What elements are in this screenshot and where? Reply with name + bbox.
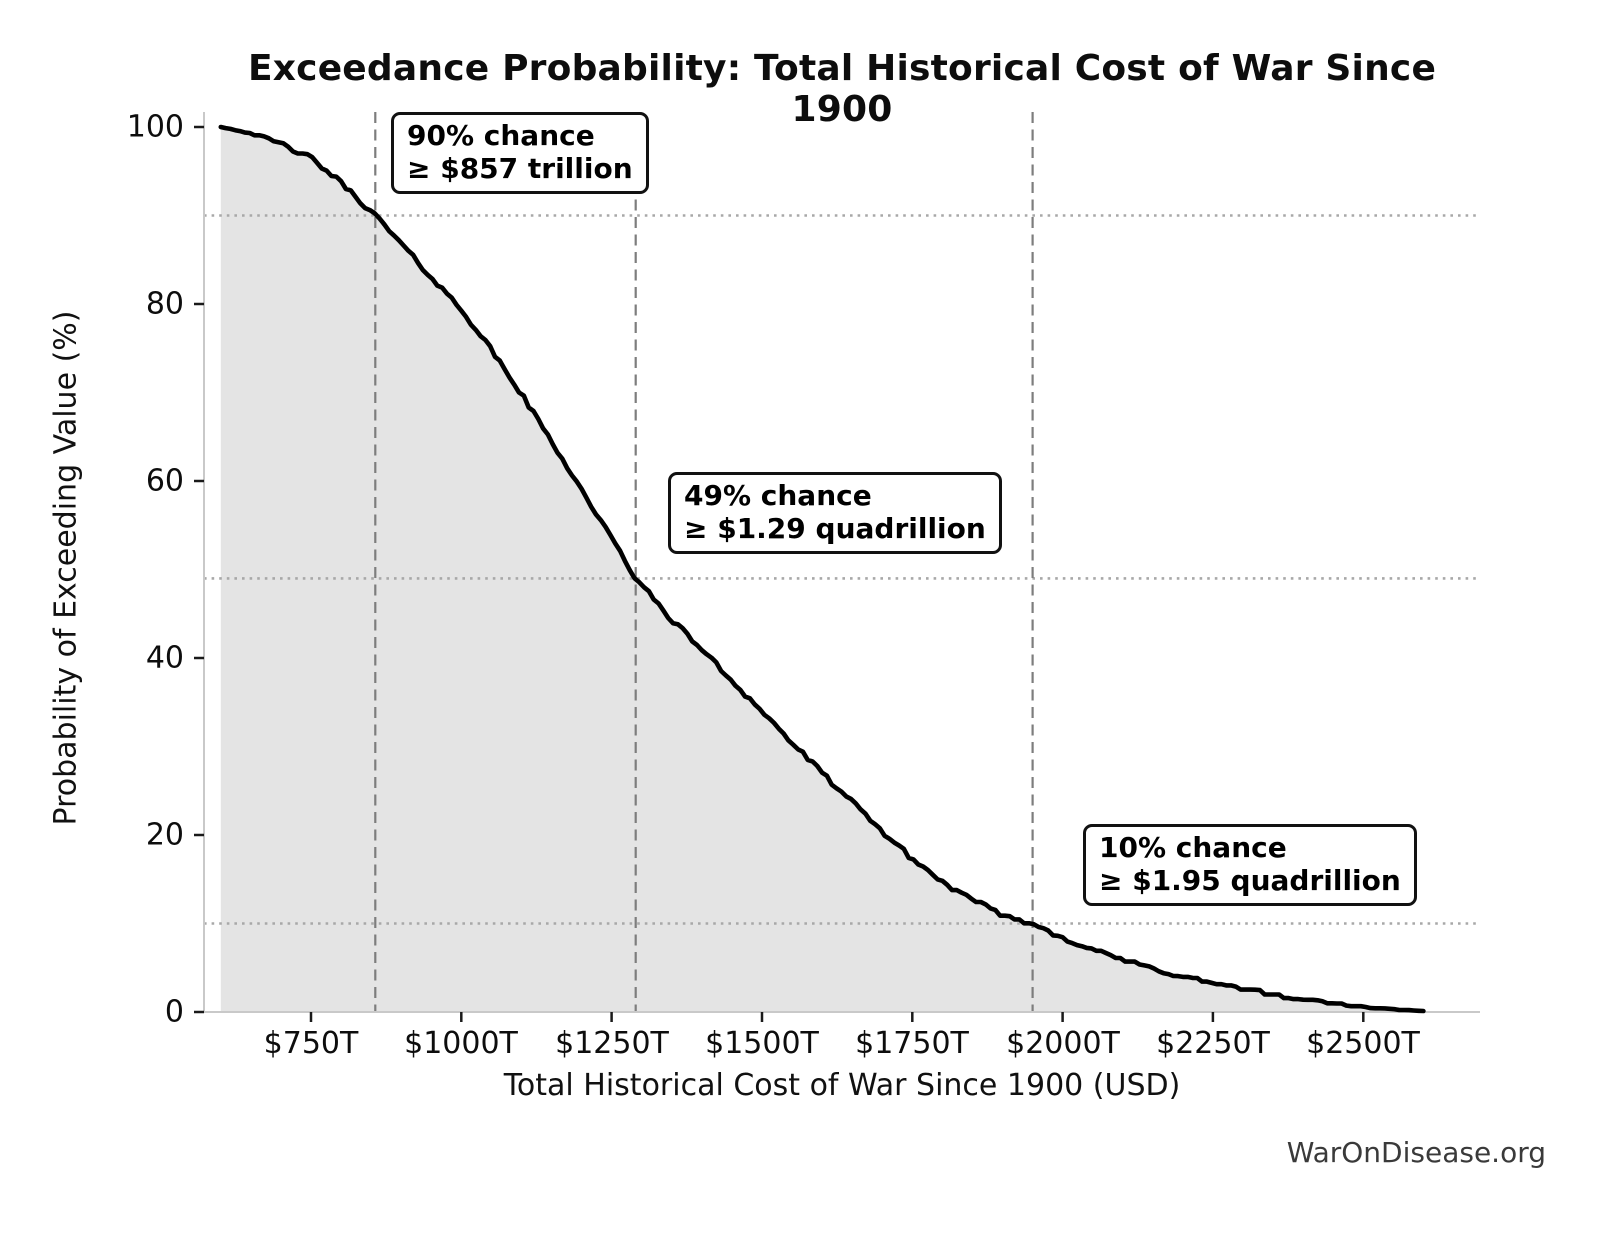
- y-tick-label-100: 100: [126, 109, 184, 145]
- y-tick-label-0: 0: [164, 994, 184, 1030]
- annotation-line-2: ≥ $1.95 quadrillion: [1099, 864, 1401, 897]
- y-tick-label-20: 20: [145, 817, 184, 853]
- watermark: WarOnDisease.org: [1286, 1136, 1546, 1169]
- exceedance-curve: [218, 124, 1426, 1014]
- annotation-line-1: 49% chance: [684, 479, 872, 512]
- x-tick-label-1750: $1750T: [855, 1026, 969, 1061]
- y-tick-label-80: 80: [145, 286, 184, 322]
- x-tick-label-1500: $1500T: [705, 1026, 819, 1061]
- x-tick-label-1250: $1250T: [555, 1026, 669, 1061]
- x-tick-label-2500: $2500T: [1306, 1026, 1420, 1061]
- x-tick-label-750: $750T: [263, 1026, 359, 1061]
- annotation-10-percent: 10% chance ≥ $1.95 quadrillion: [1083, 824, 1417, 906]
- curve-fill-area: [220, 127, 1424, 1012]
- annotation-line-2: ≥ $1.29 quadrillion: [684, 512, 986, 545]
- x-tick-label-2250: $2250T: [1156, 1026, 1270, 1061]
- annotation-49-percent: 49% chance ≥ $1.29 quadrillion: [668, 472, 1002, 554]
- annotation-line-1: 10% chance: [1099, 831, 1287, 864]
- x-axis-label: Total Historical Cost of War Since 1900 …: [503, 1068, 1181, 1103]
- x-tick-label-1000: $1000T: [404, 1026, 518, 1061]
- x-tick-label-2000: $2000T: [1006, 1026, 1120, 1061]
- y-tick-label-40: 40: [145, 640, 184, 676]
- annotation-line-2: ≥ $857 trillion: [407, 152, 633, 185]
- annotation-line-1: 90% chance: [407, 119, 595, 152]
- y-tick-label-60: 60: [145, 463, 184, 499]
- annotation-90-percent: 90% chance ≥ $857 trillion: [391, 112, 649, 194]
- y-axis-label: Probability of Exceeding Value (%): [48, 310, 84, 826]
- chart-title: Exceedance Probability: Total Historical…: [247, 48, 1437, 130]
